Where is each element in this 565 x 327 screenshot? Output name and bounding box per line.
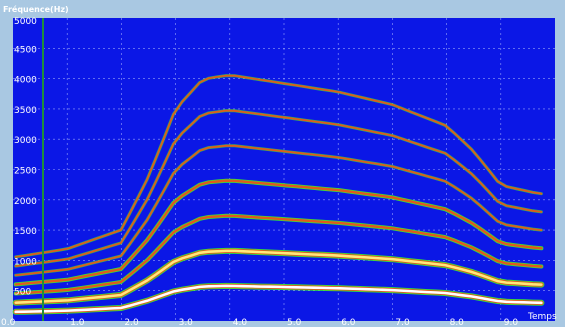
y-tick-label: 4000	[14, 76, 37, 86]
y-axis-title: Fréquence(Hz)	[3, 4, 69, 14]
y-tick-label: 1000	[14, 257, 37, 267]
harmonic-tracks	[12, 74, 545, 315]
x-tick-label: 3.0	[179, 318, 194, 327]
x-tick-label: 5.0	[287, 318, 302, 327]
x-tick-label: 9.0	[504, 318, 519, 327]
y-tick-label: 2000	[14, 197, 37, 207]
x-tick-label: 0.0	[1, 318, 16, 327]
x-tick-label: 1.0	[70, 318, 85, 327]
harmonic-track	[14, 109, 543, 267]
harmonic-track	[14, 74, 543, 258]
y-tick-label: 5000	[14, 17, 37, 27]
x-tick-label: 6.0	[341, 318, 356, 327]
x-tick-label: 7.0	[395, 318, 410, 327]
y-tick-label: 500	[14, 288, 31, 298]
x-tick-label: 2.0	[124, 318, 139, 327]
y-tick-label: 3000	[14, 136, 37, 146]
x-axis-ticks: 0.0 1.0 2.0 3.0 4.0 5.0 6.0 7.0 8.0 9.0	[1, 318, 518, 327]
harmonic-track	[14, 179, 543, 286]
y-tick-label: 2500	[14, 167, 37, 177]
harmonic-track	[14, 284, 543, 314]
y-tick-label: 4500	[14, 45, 37, 55]
x-tick-label: 8.0	[450, 318, 465, 327]
x-tick-label: 4.0	[233, 318, 248, 327]
y-tick-label: 1500	[14, 227, 37, 237]
harmonic-track	[14, 249, 543, 304]
y-axis-ticks: 5000 4500 4000 3500 3000 2500 2000 1500 1000 500	[14, 17, 37, 298]
x-axis-title: Temps	[527, 312, 557, 322]
y-tick-label: 3500	[14, 106, 37, 116]
harmonic-track	[14, 144, 543, 277]
harmonic-track	[14, 214, 543, 295]
